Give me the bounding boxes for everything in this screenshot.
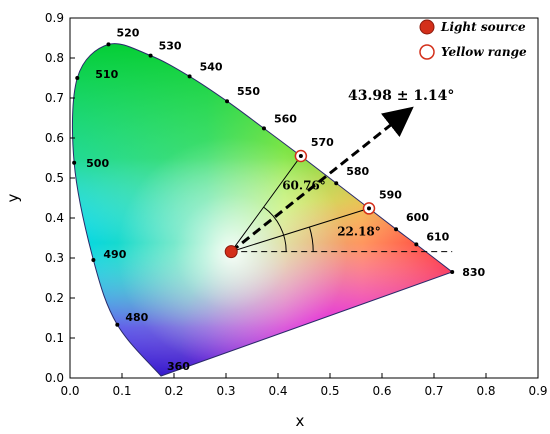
wavelength-label: 600 <box>406 211 429 224</box>
wavelength-label: 540 <box>200 60 223 73</box>
x-axis-title: x <box>296 412 305 430</box>
locus-dot <box>148 53 153 58</box>
x-tick-label: 0.5 <box>320 384 339 398</box>
y-tick-label: 0.5 <box>45 171 64 185</box>
locus-points: 3604804905005105205305405505605705805906… <box>72 26 486 373</box>
locus-dot <box>450 270 455 274</box>
x-axis-ticks: 0.0 0.1 0.2 0.3 0.4 0.5 0.6 0.7 0.8 0.9 <box>60 373 548 398</box>
wavelength-label: 530 <box>159 40 182 53</box>
x-tick-label: 0.7 <box>424 384 443 398</box>
wavelength-label: 830 <box>462 266 485 279</box>
angle-annotations: 60.76° 22.18° 43.98 ± 1.14° <box>224 88 454 259</box>
angle-label-lower: 22.18° <box>337 225 381 239</box>
light-source-marker <box>224 245 238 259</box>
x-tick-label: 0.9 <box>528 384 547 398</box>
legend-yellow-range-marker <box>419 44 435 60</box>
plot-frame <box>69 17 539 379</box>
legend: Light source Yellow range <box>419 19 527 60</box>
angle-arc-upper <box>263 206 287 252</box>
mean-angle-label: 43.98 ± 1.14° <box>348 88 454 104</box>
locus-dot <box>72 160 77 165</box>
wavelength-label: 570 <box>311 136 334 149</box>
x-tick-label: 0.8 <box>476 384 495 398</box>
locus-dot <box>187 74 192 79</box>
wavelength-label: 510 <box>95 68 118 81</box>
locus-dot <box>298 154 303 158</box>
wavelength-label: 550 <box>237 85 260 98</box>
locus-dot <box>394 227 399 232</box>
x-tick-label: 0.1 <box>112 384 131 398</box>
x-tick-label: 0.2 <box>164 384 183 398</box>
x-tick-label: 0.6 <box>372 384 391 398</box>
angle-label-upper: 60.76° <box>282 179 326 193</box>
wavelength-label: 480 <box>125 311 148 324</box>
wavelength-label: 520 <box>116 26 139 39</box>
legend-yellow-range-label: Yellow range <box>441 45 527 59</box>
spectral-locus-outline <box>71 43 454 377</box>
wavelength-label: 560 <box>274 112 297 125</box>
locus-dot <box>115 322 120 327</box>
locus-dot <box>91 258 96 262</box>
y-tick-label: 0.4 <box>45 211 64 225</box>
wavelength-label: 500 <box>86 157 109 170</box>
yellow-range-line-lower <box>231 207 370 253</box>
locus-dot <box>106 42 111 47</box>
locus-dot <box>261 126 266 131</box>
wavelength-label: 590 <box>379 188 402 201</box>
locus-fill <box>72 43 453 377</box>
y-tick-label: 0.2 <box>45 291 64 305</box>
y-tick-label: 0.0 <box>45 371 64 385</box>
mean-direction-arrow <box>230 106 414 253</box>
wavelength-label: 490 <box>103 248 126 261</box>
wavelength-label: 610 <box>426 230 449 243</box>
y-tick-label: 0.6 <box>45 131 64 145</box>
locus-dot <box>225 99 230 104</box>
locus-dot <box>334 181 339 186</box>
wavelength-label: 360 <box>167 360 190 373</box>
y-axis-title: y <box>4 193 22 202</box>
locus-dot <box>414 242 419 247</box>
x-tick-label: 0.4 <box>268 384 287 398</box>
wavelength-label: 580 <box>346 165 369 178</box>
x-tick-label: 0.0 <box>60 384 79 398</box>
angle-arc-lower <box>308 226 314 252</box>
y-tick-label: 0.3 <box>45 251 64 265</box>
y-tick-label: 0.1 <box>45 331 64 345</box>
x-tick-label: 0.3 <box>216 384 235 398</box>
y-tick-label: 0.7 <box>45 91 64 105</box>
y-tick-label: 0.9 <box>45 11 64 25</box>
y-tick-label: 0.8 <box>45 51 64 65</box>
locus-dot <box>367 206 371 211</box>
yellow-range-line-upper <box>230 155 302 252</box>
y-axis-ticks: 0.0 0.1 0.2 0.3 0.4 0.5 0.6 0.7 0.8 0.9 <box>45 11 75 385</box>
legend-light-source-marker <box>419 19 435 35</box>
legend-light-source-label: Light source <box>440 20 526 34</box>
locus-dot <box>75 76 80 80</box>
